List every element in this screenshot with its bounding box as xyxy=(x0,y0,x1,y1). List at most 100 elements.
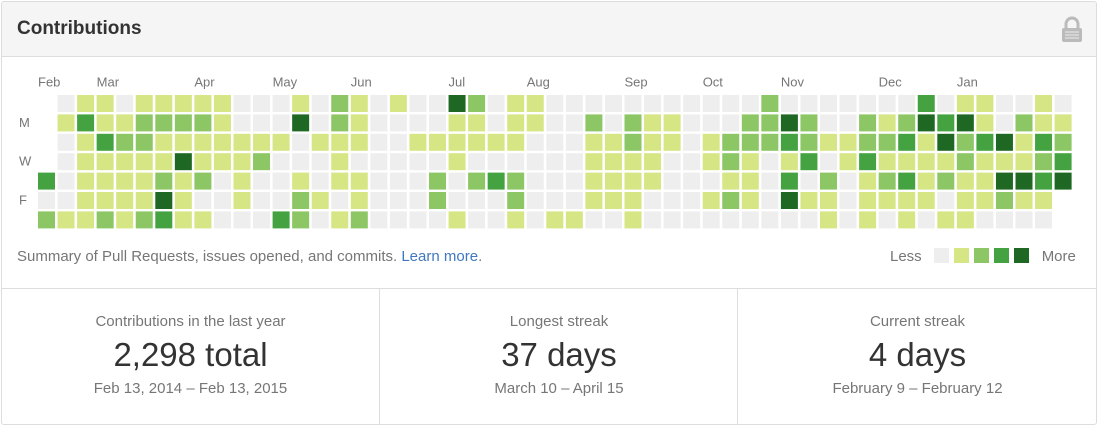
day-cell xyxy=(604,114,622,132)
day-cell xyxy=(878,114,896,132)
day-cell xyxy=(741,153,759,171)
day-cell xyxy=(917,192,935,209)
day-cell xyxy=(350,192,368,209)
day-cell xyxy=(604,192,622,209)
day-cell xyxy=(429,192,446,209)
month-label: Jan xyxy=(957,74,978,89)
day-cell xyxy=(546,114,564,132)
day-cell xyxy=(292,192,310,209)
day-cell xyxy=(956,133,974,151)
day-cell xyxy=(820,211,837,229)
legend-swatch xyxy=(993,248,1009,263)
day-cell xyxy=(995,172,1013,190)
day-cell xyxy=(546,211,564,229)
day-cell xyxy=(135,192,153,209)
day-cell xyxy=(585,95,603,112)
day-cell xyxy=(1015,95,1033,112)
day-cell xyxy=(1054,114,1072,132)
day-cell xyxy=(272,114,290,132)
day-cell xyxy=(311,133,329,151)
day-cell xyxy=(937,192,955,209)
day-cell xyxy=(898,192,916,209)
day-cell xyxy=(57,133,75,151)
day-cell xyxy=(116,114,134,132)
day-cell xyxy=(604,133,622,151)
day-cell xyxy=(722,133,740,151)
day-cell xyxy=(976,153,994,171)
day-cell xyxy=(57,114,75,132)
day-cell xyxy=(311,95,329,112)
day-cell xyxy=(233,172,251,190)
day-cell xyxy=(1035,114,1053,132)
day-cell xyxy=(683,153,701,171)
stat-label: Current streak xyxy=(869,313,966,330)
day-cell xyxy=(409,114,427,132)
month-label: Apr xyxy=(194,74,215,89)
day-cell xyxy=(77,114,95,132)
day-cell xyxy=(546,172,564,190)
panel-header: Contributions xyxy=(2,2,1096,57)
day-cell xyxy=(585,114,603,132)
day-cell xyxy=(409,153,427,171)
day-cell xyxy=(57,192,75,209)
day-cell xyxy=(976,133,994,151)
day-cell xyxy=(663,192,681,209)
learn-more-link[interactable]: Learn more xyxy=(401,248,479,265)
day-cell xyxy=(448,192,466,209)
day-cell xyxy=(409,211,427,229)
day-cell xyxy=(409,133,427,151)
day-cell xyxy=(565,192,583,209)
day-cell xyxy=(448,95,466,112)
day-cell xyxy=(937,153,955,171)
day-cell xyxy=(77,95,95,112)
day-cell xyxy=(859,114,877,132)
day-cell xyxy=(311,192,329,209)
month-label: Jul xyxy=(449,74,466,89)
day-cell xyxy=(429,153,446,171)
month-label: Feb xyxy=(38,74,60,89)
day-cell xyxy=(1035,192,1053,209)
day-cell xyxy=(976,114,994,132)
day-cell xyxy=(448,133,466,151)
day-cell xyxy=(77,172,95,190)
day-cell xyxy=(311,211,329,229)
day-cell xyxy=(663,153,681,171)
day-cell xyxy=(644,211,662,229)
day-cell xyxy=(604,211,622,229)
day-cell xyxy=(174,172,192,190)
day-cell xyxy=(96,153,114,171)
day-cell xyxy=(389,172,407,190)
day-cell xyxy=(878,211,896,229)
day-cell xyxy=(722,114,740,132)
day-cell xyxy=(995,95,1013,112)
day-cell xyxy=(683,95,701,112)
day-cell xyxy=(800,114,818,132)
day-cell xyxy=(976,172,994,190)
calendar: Feb Mar Apr May Jun Jul Aug Sep Oct Nov Dec Jan M W F xyxy=(19,74,1072,229)
day-cell xyxy=(350,153,368,171)
day-cell xyxy=(917,114,935,132)
day-cell xyxy=(233,211,251,229)
day-cell xyxy=(507,133,525,151)
day-cell xyxy=(1015,114,1033,132)
day-cell xyxy=(663,172,681,190)
day-cell xyxy=(194,172,212,190)
stat: Contributions in the last year 2,298 tota… xyxy=(2,288,379,424)
day-cell xyxy=(898,153,916,171)
day-cell xyxy=(389,192,407,209)
day-cell xyxy=(565,153,583,171)
day-cell xyxy=(976,95,994,112)
day-cell xyxy=(272,172,290,190)
day-cell xyxy=(722,211,740,229)
day-cell xyxy=(741,172,759,190)
day-cell xyxy=(820,114,837,132)
day-cell xyxy=(820,192,837,209)
day-cell xyxy=(213,114,231,132)
day-cell xyxy=(937,133,955,151)
day-cell xyxy=(233,153,251,171)
day-cell xyxy=(77,192,95,209)
day-cell xyxy=(604,153,622,171)
day-cell xyxy=(409,95,427,112)
day-cell xyxy=(135,133,153,151)
month-label: Mar xyxy=(97,74,120,89)
